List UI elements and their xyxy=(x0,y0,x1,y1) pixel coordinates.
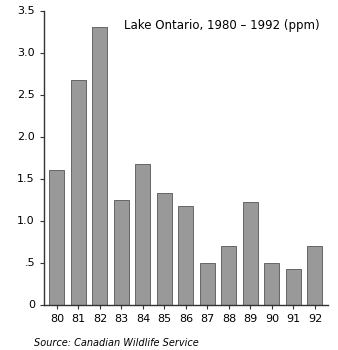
Bar xyxy=(307,246,322,304)
Text: Lake Ontario, 1980 – 1992 (ppm): Lake Ontario, 1980 – 1992 (ppm) xyxy=(124,19,319,32)
Bar xyxy=(200,262,215,304)
Bar xyxy=(114,199,129,304)
Bar xyxy=(157,193,172,304)
Bar xyxy=(221,246,236,304)
Bar xyxy=(92,27,107,304)
Bar xyxy=(71,80,86,304)
Bar xyxy=(49,170,65,304)
Bar xyxy=(178,206,193,304)
Bar xyxy=(286,269,301,304)
Bar xyxy=(243,202,258,304)
Bar xyxy=(264,262,280,304)
Bar xyxy=(136,164,150,304)
Text: Source: Canadian Wildlife Service: Source: Canadian Wildlife Service xyxy=(34,338,198,348)
